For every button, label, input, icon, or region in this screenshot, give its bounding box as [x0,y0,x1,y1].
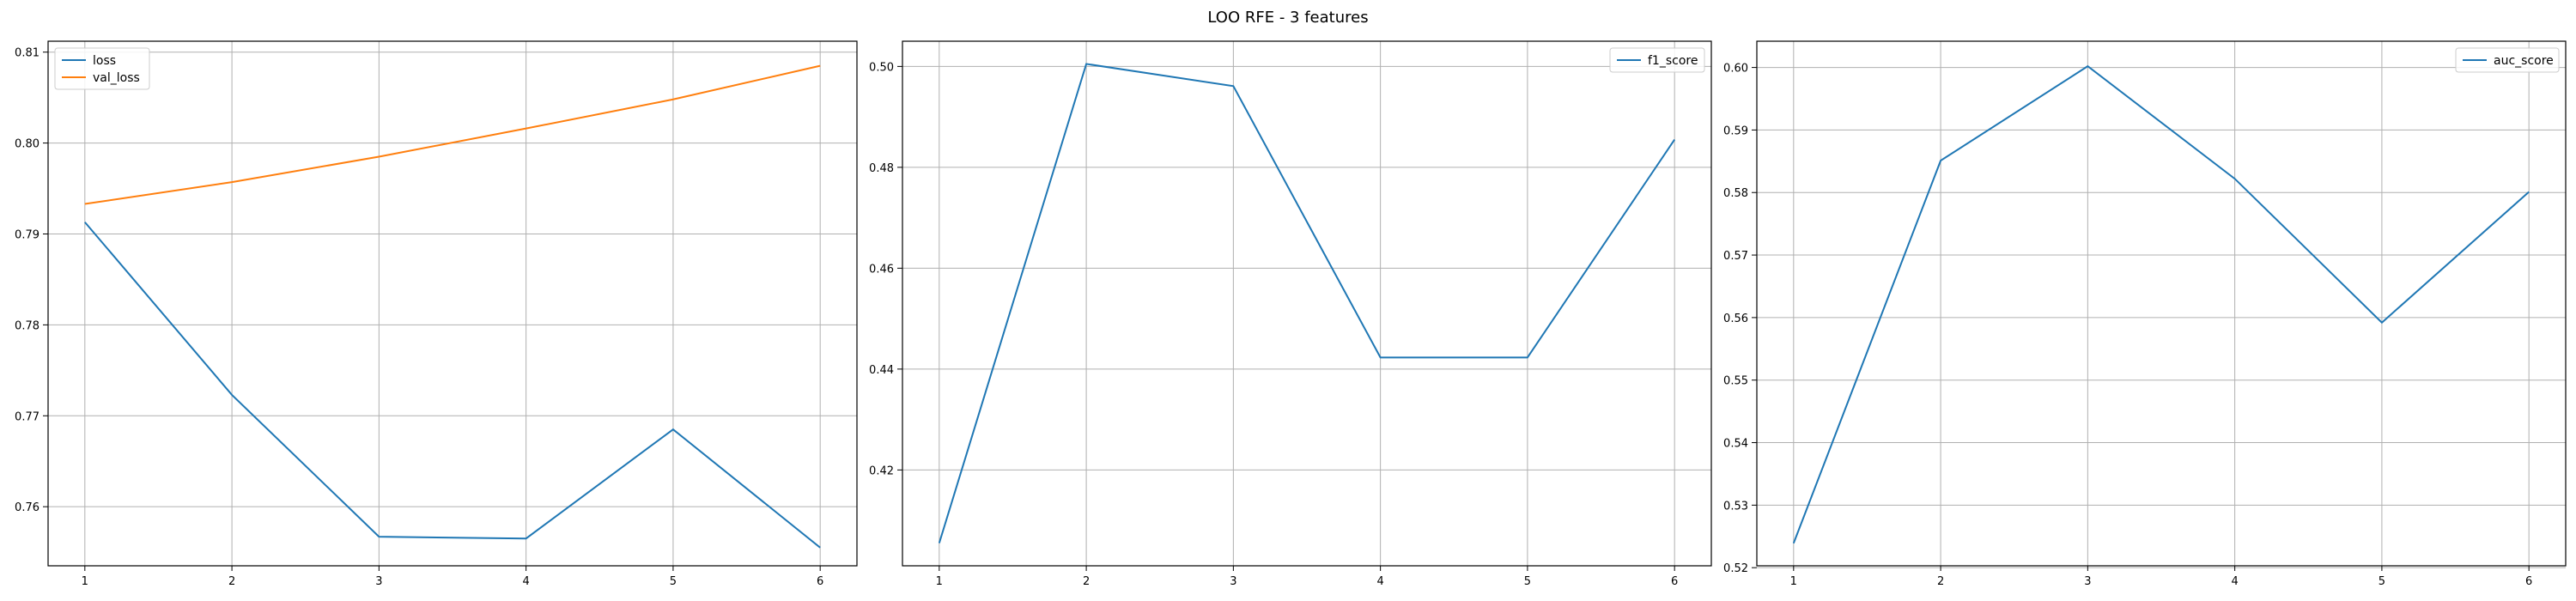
chart-panel-1: 1 2 3 4 5 6 0.76 0.77 0.78 0.79 0.80 0.81 loss val_lo… [15,40,858,588]
y-tick-label: 0.46 [869,263,894,276]
legend: f1_score [1609,47,1705,73]
x-tick-label: 3 [375,575,382,588]
x-tick-label: 2 [228,575,235,588]
y-tick-label: 0.44 [869,364,894,377]
legend-box [1609,47,1705,73]
y-tick-label: 0.56 [1723,313,1748,325]
y-tick-label: 0.54 [1723,438,1748,451]
chart-panel-3: 1 2 3 4 5 6 0.52 0.53 0.54 0.55 0.56 0.57 0.58 0.59 0.… [1723,40,2567,588]
x-tick-label: 4 [1376,575,1383,588]
axes-frame [902,40,1712,567]
x-tick-label: 2 [1083,575,1090,588]
y-tick-label: 0.59 [1723,124,1748,137]
legend: loss val_loss [54,47,150,90]
legend-label: loss [93,54,116,68]
y-tick-label: 0.76 [15,501,39,514]
series-line-loss [84,222,821,549]
y-tick-label: 0.77 [15,410,39,423]
series-line-f1-score [938,63,1676,543]
y-tick-label: 0.80 [15,138,39,151]
x-tick-label: 5 [670,575,677,588]
y-tick-label: 0.50 [869,61,894,74]
axes-frame [1756,40,2567,567]
x-tick-label: 1 [1790,575,1797,588]
chart-panel-2: 1 2 3 4 5 6 0.42 0.44 0.46 0.48 0.50 f1_score [869,40,1712,588]
y-tick-label: 0.42 [869,464,894,477]
legend-label: val_loss [93,71,140,85]
legend-box [54,47,150,90]
y-tick-label: 0.79 [15,228,39,241]
y-tick-label: 0.52 [1723,562,1748,575]
legend-label: f1_score [1648,54,1698,68]
x-tick-label: 6 [1671,575,1678,588]
series-line-auc-score [1792,64,2530,544]
y-tick-label: 0.57 [1723,250,1748,263]
x-tick-label: 6 [817,575,823,588]
x-tick-label: 6 [2525,575,2532,588]
x-tick-label: 4 [522,575,529,588]
figure-title: LOO RFE - 3 features [1207,9,1369,27]
legend: auc_score [2455,47,2560,73]
x-tick-label: 5 [2379,575,2385,588]
x-tick-label: 2 [1937,575,1944,588]
x-tick-label: 1 [936,575,943,588]
x-tick-label: 5 [1524,575,1531,588]
y-tick-label: 0.78 [15,319,39,332]
x-tick-label: 3 [1230,575,1236,588]
y-tick-label: 0.55 [1723,375,1748,388]
y-tick-label: 0.60 [1723,63,1748,76]
x-tick-label: 1 [82,575,88,588]
y-tick-label: 0.58 [1723,187,1748,200]
legend-label: auc_score [2494,54,2554,68]
x-tick-label: 4 [2231,575,2238,588]
x-tick-label: 3 [2084,575,2091,588]
y-tick-label: 0.53 [1723,500,1748,513]
axes-frame [47,40,858,567]
y-tick-label: 0.48 [869,162,894,175]
y-tick-label: 0.81 [15,47,39,60]
series-line-val-loss [84,64,821,205]
legend-box [2455,47,2560,73]
